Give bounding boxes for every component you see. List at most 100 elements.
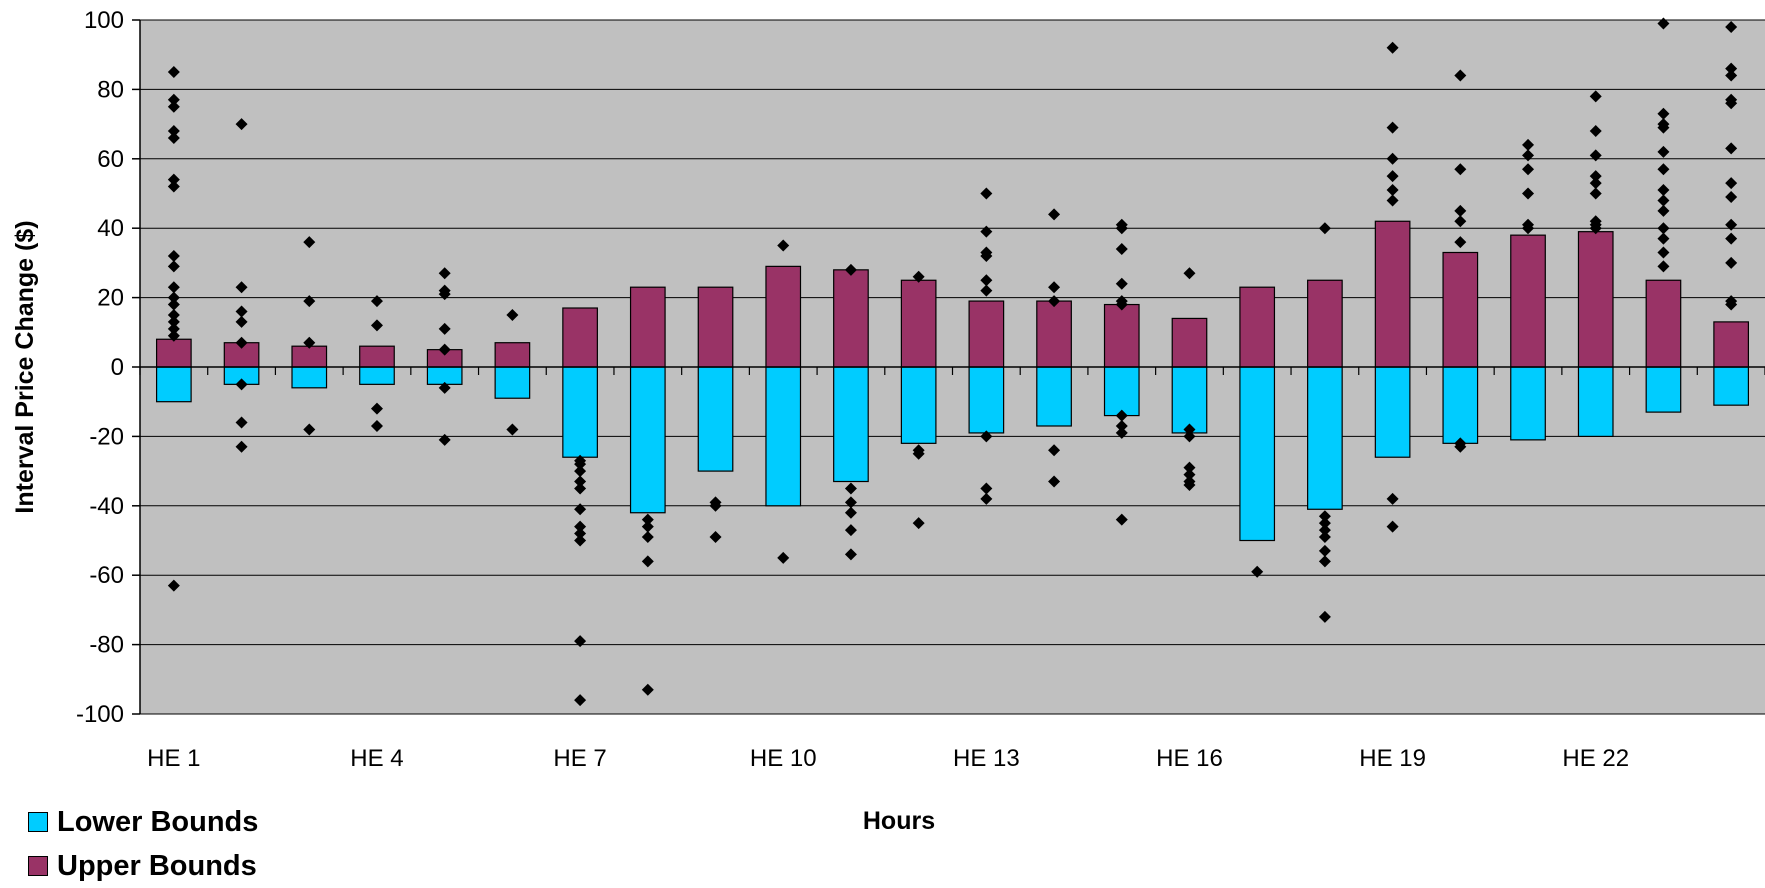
scatter-point: [1522, 163, 1535, 176]
scatter-point: [1251, 565, 1264, 578]
scatter-point: [167, 66, 180, 79]
scatter-point: [1454, 440, 1467, 453]
scatter-point: [980, 284, 993, 297]
legend-item-upper-bounds: Upper Bounds: [28, 844, 258, 888]
scatter-point: [1048, 444, 1061, 457]
scatter-point: [844, 496, 857, 509]
scatter-point: [1318, 555, 1331, 568]
scatter-point: [1115, 409, 1128, 422]
upper-bound-bar: [1374, 220, 1411, 368]
scatter-point: [641, 531, 654, 544]
lower-bound-bar: [1239, 366, 1276, 542]
scatter-point: [574, 534, 587, 547]
scatter-point: [1183, 468, 1196, 481]
scatter-point: [235, 336, 248, 349]
scatter-point: [912, 517, 925, 530]
scatter-point: [844, 524, 857, 537]
scatter-point: [438, 288, 451, 301]
scatter-point: [1318, 544, 1331, 557]
scatter-point: [1725, 232, 1738, 245]
scatter-point: [167, 180, 180, 193]
lower-bound-bar: [833, 366, 869, 483]
upper-bound-bar: [968, 300, 1005, 368]
scatter-point: [1386, 184, 1399, 197]
scatter-point: [1115, 222, 1128, 235]
scatter-point: [980, 492, 993, 505]
scatter-point: [167, 249, 180, 262]
scatter-point: [1048, 208, 1061, 221]
scatter-point: [1657, 232, 1670, 245]
scatter-point: [235, 305, 248, 318]
scatter-point: [167, 329, 180, 342]
scatter-point: [167, 100, 180, 113]
scatter-point: [777, 551, 790, 564]
scatter-point: [1115, 277, 1128, 290]
scatter-point: [1657, 194, 1670, 207]
scatter-point: [167, 173, 180, 186]
scatter-point: [438, 381, 451, 394]
scatter-point: [1115, 513, 1128, 526]
upper-bound-bar: [1103, 303, 1140, 368]
scatter-point: [1725, 298, 1738, 311]
lower-bound-bar: [562, 366, 598, 458]
scatter-point: [1115, 426, 1128, 439]
scatter-point: [980, 225, 993, 238]
scatter-point: [1386, 170, 1399, 183]
scatter-point: [980, 482, 993, 495]
scatter-point: [574, 503, 587, 516]
scatter-point: [574, 475, 587, 488]
scatter-point: [912, 447, 925, 460]
scatter-point: [1725, 69, 1738, 82]
legend-item-lower-bounds: Lower Bounds: [28, 800, 258, 844]
scatter-point: [641, 513, 654, 526]
scatter-point: [1589, 125, 1602, 138]
scatter-point: [844, 482, 857, 495]
lower-bound-bar: [968, 366, 1005, 434]
scatter-point: [438, 267, 451, 280]
scatter-point: [1725, 62, 1738, 75]
x-tick-label: HE 4: [350, 745, 403, 772]
lower-bound-bar: [291, 366, 328, 389]
scatter-point: [235, 118, 248, 131]
upper-bound-bar: [562, 307, 598, 368]
scatter-point: [370, 295, 383, 308]
upper-bound-bar: [1645, 279, 1682, 368]
y-tick-label: 40: [97, 215, 124, 242]
scatter-point: [506, 308, 519, 321]
scatter-point: [1725, 20, 1738, 33]
lower-bound-bar: [1442, 366, 1479, 444]
scatter-point: [1725, 190, 1738, 203]
scatter-point: [1657, 204, 1670, 217]
lower-bound-bar: [155, 366, 192, 403]
scatter-point: [1725, 142, 1738, 155]
upper-bound-bar: [1171, 317, 1208, 368]
y-tick-label: -60: [89, 562, 124, 589]
scatter-point: [1657, 163, 1670, 176]
scatter-point: [1454, 69, 1467, 82]
scatter-point: [1183, 430, 1196, 443]
scatter-point: [1454, 204, 1467, 217]
scatter-point: [370, 319, 383, 332]
scatter-point: [1386, 492, 1399, 505]
gridlines: [140, 19, 1765, 715]
y-tick-label: -80: [89, 632, 124, 659]
scatter-point: [1318, 517, 1331, 530]
lower-bound-bar: [1577, 366, 1614, 438]
scatter-point: [1386, 520, 1399, 533]
scatter-point: [1589, 222, 1602, 235]
scatter-point: [1657, 184, 1670, 197]
lower-bound-bar: [1103, 366, 1140, 417]
scatter-point: [303, 423, 316, 436]
scatter-point: [167, 298, 180, 311]
scatter-point: [167, 281, 180, 294]
legend: Lower Bounds Upper Bounds: [28, 800, 258, 888]
scatter-point: [1725, 218, 1738, 231]
x-tick-label: HE 10: [750, 745, 817, 772]
scatter-point: [303, 236, 316, 249]
scatter-point: [980, 249, 993, 262]
scatter-point: [1318, 510, 1331, 523]
scatter-point: [235, 378, 248, 391]
scatter-point: [1725, 177, 1738, 190]
y-tick-label: -40: [89, 493, 124, 520]
